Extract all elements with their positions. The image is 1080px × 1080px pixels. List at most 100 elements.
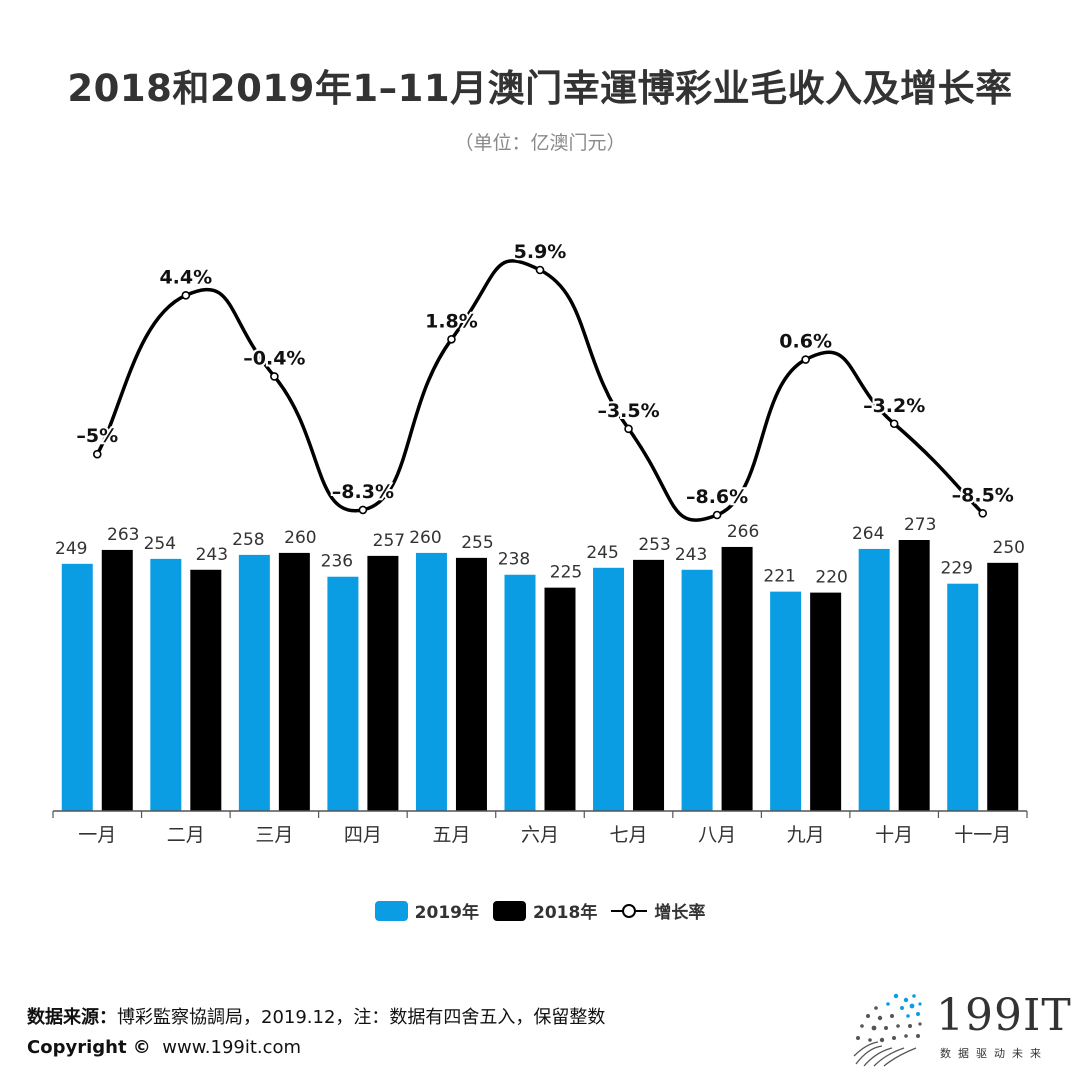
legend-item-2019: 2019年 (374, 898, 479, 923)
data-label-2019: 245 (586, 543, 618, 563)
x-tick-label: 十月 (875, 824, 913, 846)
bar-2018 (721, 546, 753, 811)
legend-swatch-2018 (493, 900, 526, 921)
growth-rate-point (624, 424, 633, 434)
bar-2018 (898, 540, 930, 811)
chart-canvas: 249 263 一月 254 243 二月 258 260 三月 236 257 四月 260 255 五月… (52, 239, 1028, 846)
bar-2019 (150, 558, 182, 811)
growth-rate-point (801, 355, 810, 364)
data-label-2018: 220 (815, 568, 847, 588)
logo-text: 199IT (936, 990, 1072, 1041)
data-label-2018: 260 (284, 528, 316, 548)
chart-legend: 2019年 2018年 增长率 (0, 898, 1080, 923)
growth-rate-label: –0.4% (243, 347, 305, 369)
growth-rate-point (447, 334, 456, 344)
growth-rate-label: –5% (76, 425, 118, 447)
data-label-2019: 236 (321, 552, 353, 572)
bar-2018 (810, 592, 842, 811)
growth-rate-label: –8.3% (332, 481, 394, 503)
data-label-2019: 260 (409, 528, 441, 548)
bar-2018 (190, 569, 222, 811)
data-label-2019: 238 (498, 550, 530, 570)
growth-rate-point (889, 419, 899, 429)
bar-2018 (455, 557, 487, 811)
copyright-url[interactable]: www.199it.com (162, 1037, 302, 1058)
legend-swatch-2019 (374, 900, 408, 921)
bar-2019 (593, 567, 625, 811)
legend-item-growth: 增长率 (611, 898, 705, 923)
data-label-2019: 249 (55, 539, 87, 559)
data-label-2018: 266 (727, 522, 759, 542)
x-tick-label: 六月 (521, 824, 559, 846)
growth-rate-label: –3.5% (597, 400, 659, 422)
x-tick-label: 八月 (698, 824, 736, 846)
growth-rate-point (535, 265, 545, 275)
growth-rate-label: 1.8% (425, 310, 478, 332)
data-label-2018: 243 (196, 545, 228, 565)
bar-2019 (858, 548, 890, 811)
bar-2019 (770, 591, 802, 811)
copyright-label: Copyright © (27, 1037, 151, 1058)
bar-2019 (504, 574, 536, 811)
chart-title: 2018和2019年1–11月澳门幸運博彩业毛收入及增长率 (67, 67, 1013, 110)
growth-rate-label: 4.4% (159, 266, 212, 288)
brand-logo: 199IT 数据驱动未来 (848, 990, 1071, 1068)
x-tick-label: 三月 (255, 824, 293, 846)
bar-2018 (987, 562, 1019, 811)
source-text: 博彩監察協調局，2019.12，注：数据有四舍五入，保留整数 (117, 1007, 606, 1028)
logo-tagline: 数据驱动未来 (940, 1047, 1048, 1060)
x-tick-label: 一月 (78, 824, 116, 846)
data-label-2019: 258 (232, 530, 264, 550)
bar-2018 (101, 549, 133, 811)
bar-2018 (633, 559, 665, 811)
growth-rate-point (978, 509, 988, 518)
data-label-2019: 221 (763, 567, 795, 587)
data-label-2018: 263 (107, 525, 139, 545)
legend-item-2018: 2018年 (493, 898, 597, 923)
data-label-2019: 264 (852, 524, 884, 544)
growth-rate-label: –8.6% (686, 486, 748, 508)
growth-rate-point (270, 372, 279, 381)
source-note: 数据来源：博彩監察協調局，2019.12，注：数据有四舍五入，保留整数 (27, 1003, 605, 1029)
bar-2019 (681, 569, 713, 811)
bar-2018 (278, 552, 310, 811)
copyright-note: Copyright © www.199it.com (27, 1037, 301, 1058)
growth-rate-label: –3.2% (863, 395, 925, 417)
data-label-2018: 225 (550, 563, 582, 583)
x-tick-label: 二月 (167, 824, 205, 846)
data-label-2018: 255 (461, 533, 493, 553)
bar-2019 (238, 554, 270, 811)
bar-2018 (367, 555, 399, 811)
legend-label-growth: 增长率 (654, 903, 706, 923)
growth-rate-line (95, 259, 984, 522)
growth-rate-label: 0.6% (779, 331, 832, 353)
source-label: 数据来源： (27, 1007, 117, 1028)
x-tick-label: 四月 (344, 824, 382, 846)
legend-line-marker-icon (611, 903, 648, 918)
x-tick-label: 五月 (432, 824, 470, 846)
data-label-2019: 229 (941, 559, 973, 579)
growth-rate-point (358, 505, 368, 515)
data-label-2018: 273 (904, 515, 936, 535)
growth-rate-point (712, 510, 722, 520)
legend-label-2019: 2019年 (414, 903, 479, 923)
bar-2019 (415, 552, 447, 811)
bar-2018 (544, 587, 576, 811)
bar-2019 (61, 563, 93, 811)
x-tick-label: 九月 (787, 824, 825, 846)
data-label-2018: 253 (638, 535, 670, 555)
x-tick-label: 十一月 (954, 824, 1011, 846)
bar-2019 (947, 583, 979, 811)
legend-label-2018: 2018年 (533, 903, 598, 923)
data-label-2018: 257 (373, 531, 405, 551)
growth-rate-point (92, 449, 102, 459)
bar-2019 (327, 576, 359, 811)
data-label-2018: 250 (993, 538, 1025, 558)
growth-rate-label: –8.5% (952, 484, 1014, 506)
growth-rate-point (181, 291, 191, 300)
growth-rate-label: 5.9% (514, 241, 567, 263)
x-tick-label: 七月 (610, 824, 648, 846)
data-label-2019: 243 (675, 545, 707, 565)
data-label-2019: 254 (144, 534, 176, 554)
chart-subtitle: （单位：亿澳门元） (454, 132, 626, 154)
